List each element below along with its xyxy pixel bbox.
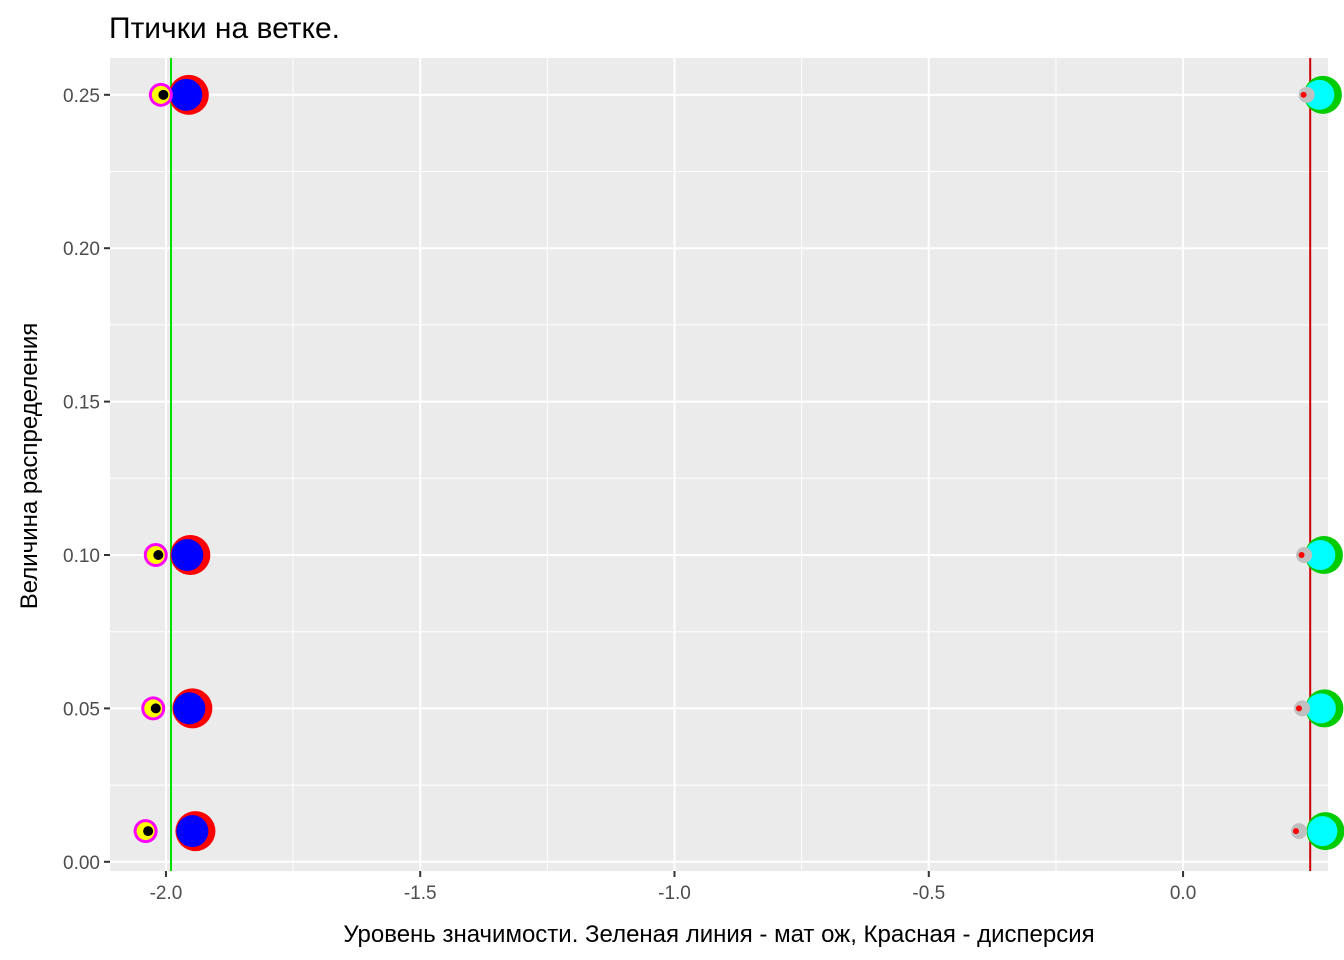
data-point	[143, 826, 154, 837]
y-axis: 0.00 0.05 0.10 0.15 0.20 0.25	[63, 86, 110, 874]
y-tick-label: 0.05	[63, 699, 100, 720]
data-point	[1307, 816, 1338, 847]
data-points	[133, 74, 1344, 852]
major-gridlines	[110, 58, 1328, 871]
plot-panel	[110, 58, 1328, 871]
x-tick-label: -0.5	[912, 883, 945, 904]
y-axis-title: Величина распределения	[16, 323, 43, 610]
y-tick-label: 0.15	[63, 393, 100, 414]
data-point	[1305, 693, 1336, 724]
data-point	[1304, 79, 1335, 110]
data-point	[1294, 700, 1311, 717]
x-tick-label: -2.0	[150, 883, 183, 904]
chart-title: Птички на ветке.	[109, 12, 341, 45]
data-point	[1305, 540, 1336, 571]
x-tick-label: 0.0	[1170, 883, 1196, 904]
data-point	[150, 703, 161, 714]
data-point	[173, 692, 206, 725]
x-axis-title: Уровень значимости. Зеленая линия - мат …	[343, 921, 1094, 948]
data-point	[171, 539, 204, 572]
data-point	[1298, 552, 1305, 559]
y-tick-label: 0.10	[63, 546, 100, 567]
x-tick-label: -1.5	[404, 883, 437, 904]
y-tick-label: 0.20	[63, 239, 100, 260]
data-point	[153, 550, 164, 561]
data-point	[1291, 823, 1308, 840]
x-axis: -2.0 -1.5 -1.0 -0.5 0.0	[150, 871, 1196, 904]
data-point	[170, 78, 203, 111]
data-point	[158, 89, 169, 100]
reference-lines	[170, 58, 1312, 871]
data-point	[1296, 705, 1303, 712]
data-point	[176, 815, 209, 848]
y-tick-label: 0.00	[63, 853, 100, 874]
y-tick-label: 0.25	[63, 86, 100, 107]
data-point	[1300, 91, 1307, 98]
data-point	[1298, 86, 1315, 103]
x-tick-label: -1.0	[658, 883, 691, 904]
data-point	[1292, 828, 1299, 835]
